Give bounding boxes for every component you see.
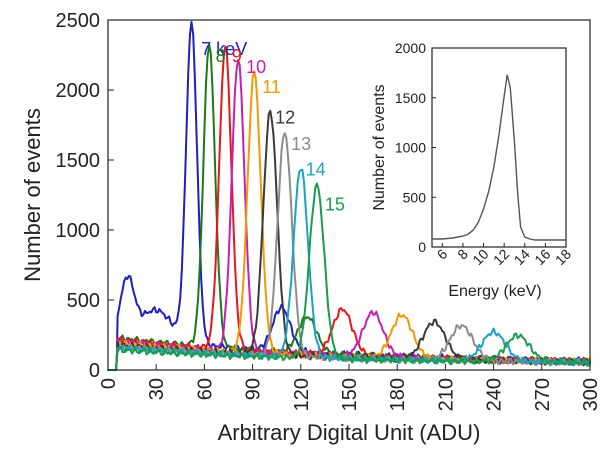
series-label: 13	[291, 134, 311, 154]
y-tick-label: 0	[89, 360, 100, 382]
x-tick-label: 240	[484, 378, 506, 411]
inset-y-tick-label: 500	[403, 189, 427, 205]
x-tick-label: 210	[435, 378, 457, 411]
inset-x-tick-label: 18	[552, 246, 574, 268]
inset-y-axis-title: Number of events	[371, 84, 388, 210]
y-tick-label: 2500	[56, 10, 101, 32]
y-tick-label: 1000	[56, 220, 101, 242]
inset-x-tick-label: 8	[454, 246, 471, 263]
x-tick-label: 90	[243, 378, 265, 400]
series-label: 14	[306, 159, 326, 179]
inset-x-axis-title: Energy (keV)	[448, 283, 541, 300]
inset-x-tick-label: 14	[511, 246, 533, 268]
series-line-15-kev	[115, 182, 591, 371]
y-tick-label: 2000	[56, 80, 101, 102]
x-tick-label: 180	[387, 378, 409, 411]
inset-frame	[431, 47, 567, 248]
inset-y-tick-label: 2000	[395, 40, 426, 56]
series-label: 12	[275, 108, 295, 128]
series-label: 15	[325, 194, 345, 214]
x-tick-label: 60	[194, 378, 216, 400]
x-tick-label: 30	[146, 378, 168, 400]
series-line-14-kev	[115, 168, 591, 371]
x-tick-label: 270	[532, 378, 554, 411]
y-tick-label: 500	[67, 290, 100, 312]
x-tick-label: 300	[580, 378, 602, 411]
x-axis-title: Arbitrary Digital Unit (ADU)	[218, 420, 481, 445]
series-label: 7 keV	[201, 39, 247, 59]
x-tick-label: 150	[339, 378, 361, 411]
series-label: 10	[246, 57, 266, 77]
series-line-7-kev	[115, 20, 591, 371]
inset-x-tick-label: 10	[469, 246, 491, 268]
series-label: 8	[216, 46, 226, 66]
inset-x-tick-label: 6	[434, 246, 451, 263]
x-tick-label: 120	[291, 378, 313, 411]
series-label: 9	[232, 46, 242, 66]
inset-y-tick-label: 1000	[395, 140, 426, 156]
inset-y-tick-label: 0	[418, 239, 426, 255]
inset-y-tick-label: 1500	[395, 90, 426, 106]
series-label: 11	[262, 77, 281, 97]
y-axis-title: Number of events	[20, 108, 45, 282]
inset-energy-line	[432, 74, 566, 241]
inset-x-tick-label: 12	[490, 246, 512, 268]
y-tick-label: 1500	[56, 150, 101, 172]
inset-x-tick-label: 16	[531, 246, 553, 268]
x-tick-label: 0	[98, 378, 120, 389]
